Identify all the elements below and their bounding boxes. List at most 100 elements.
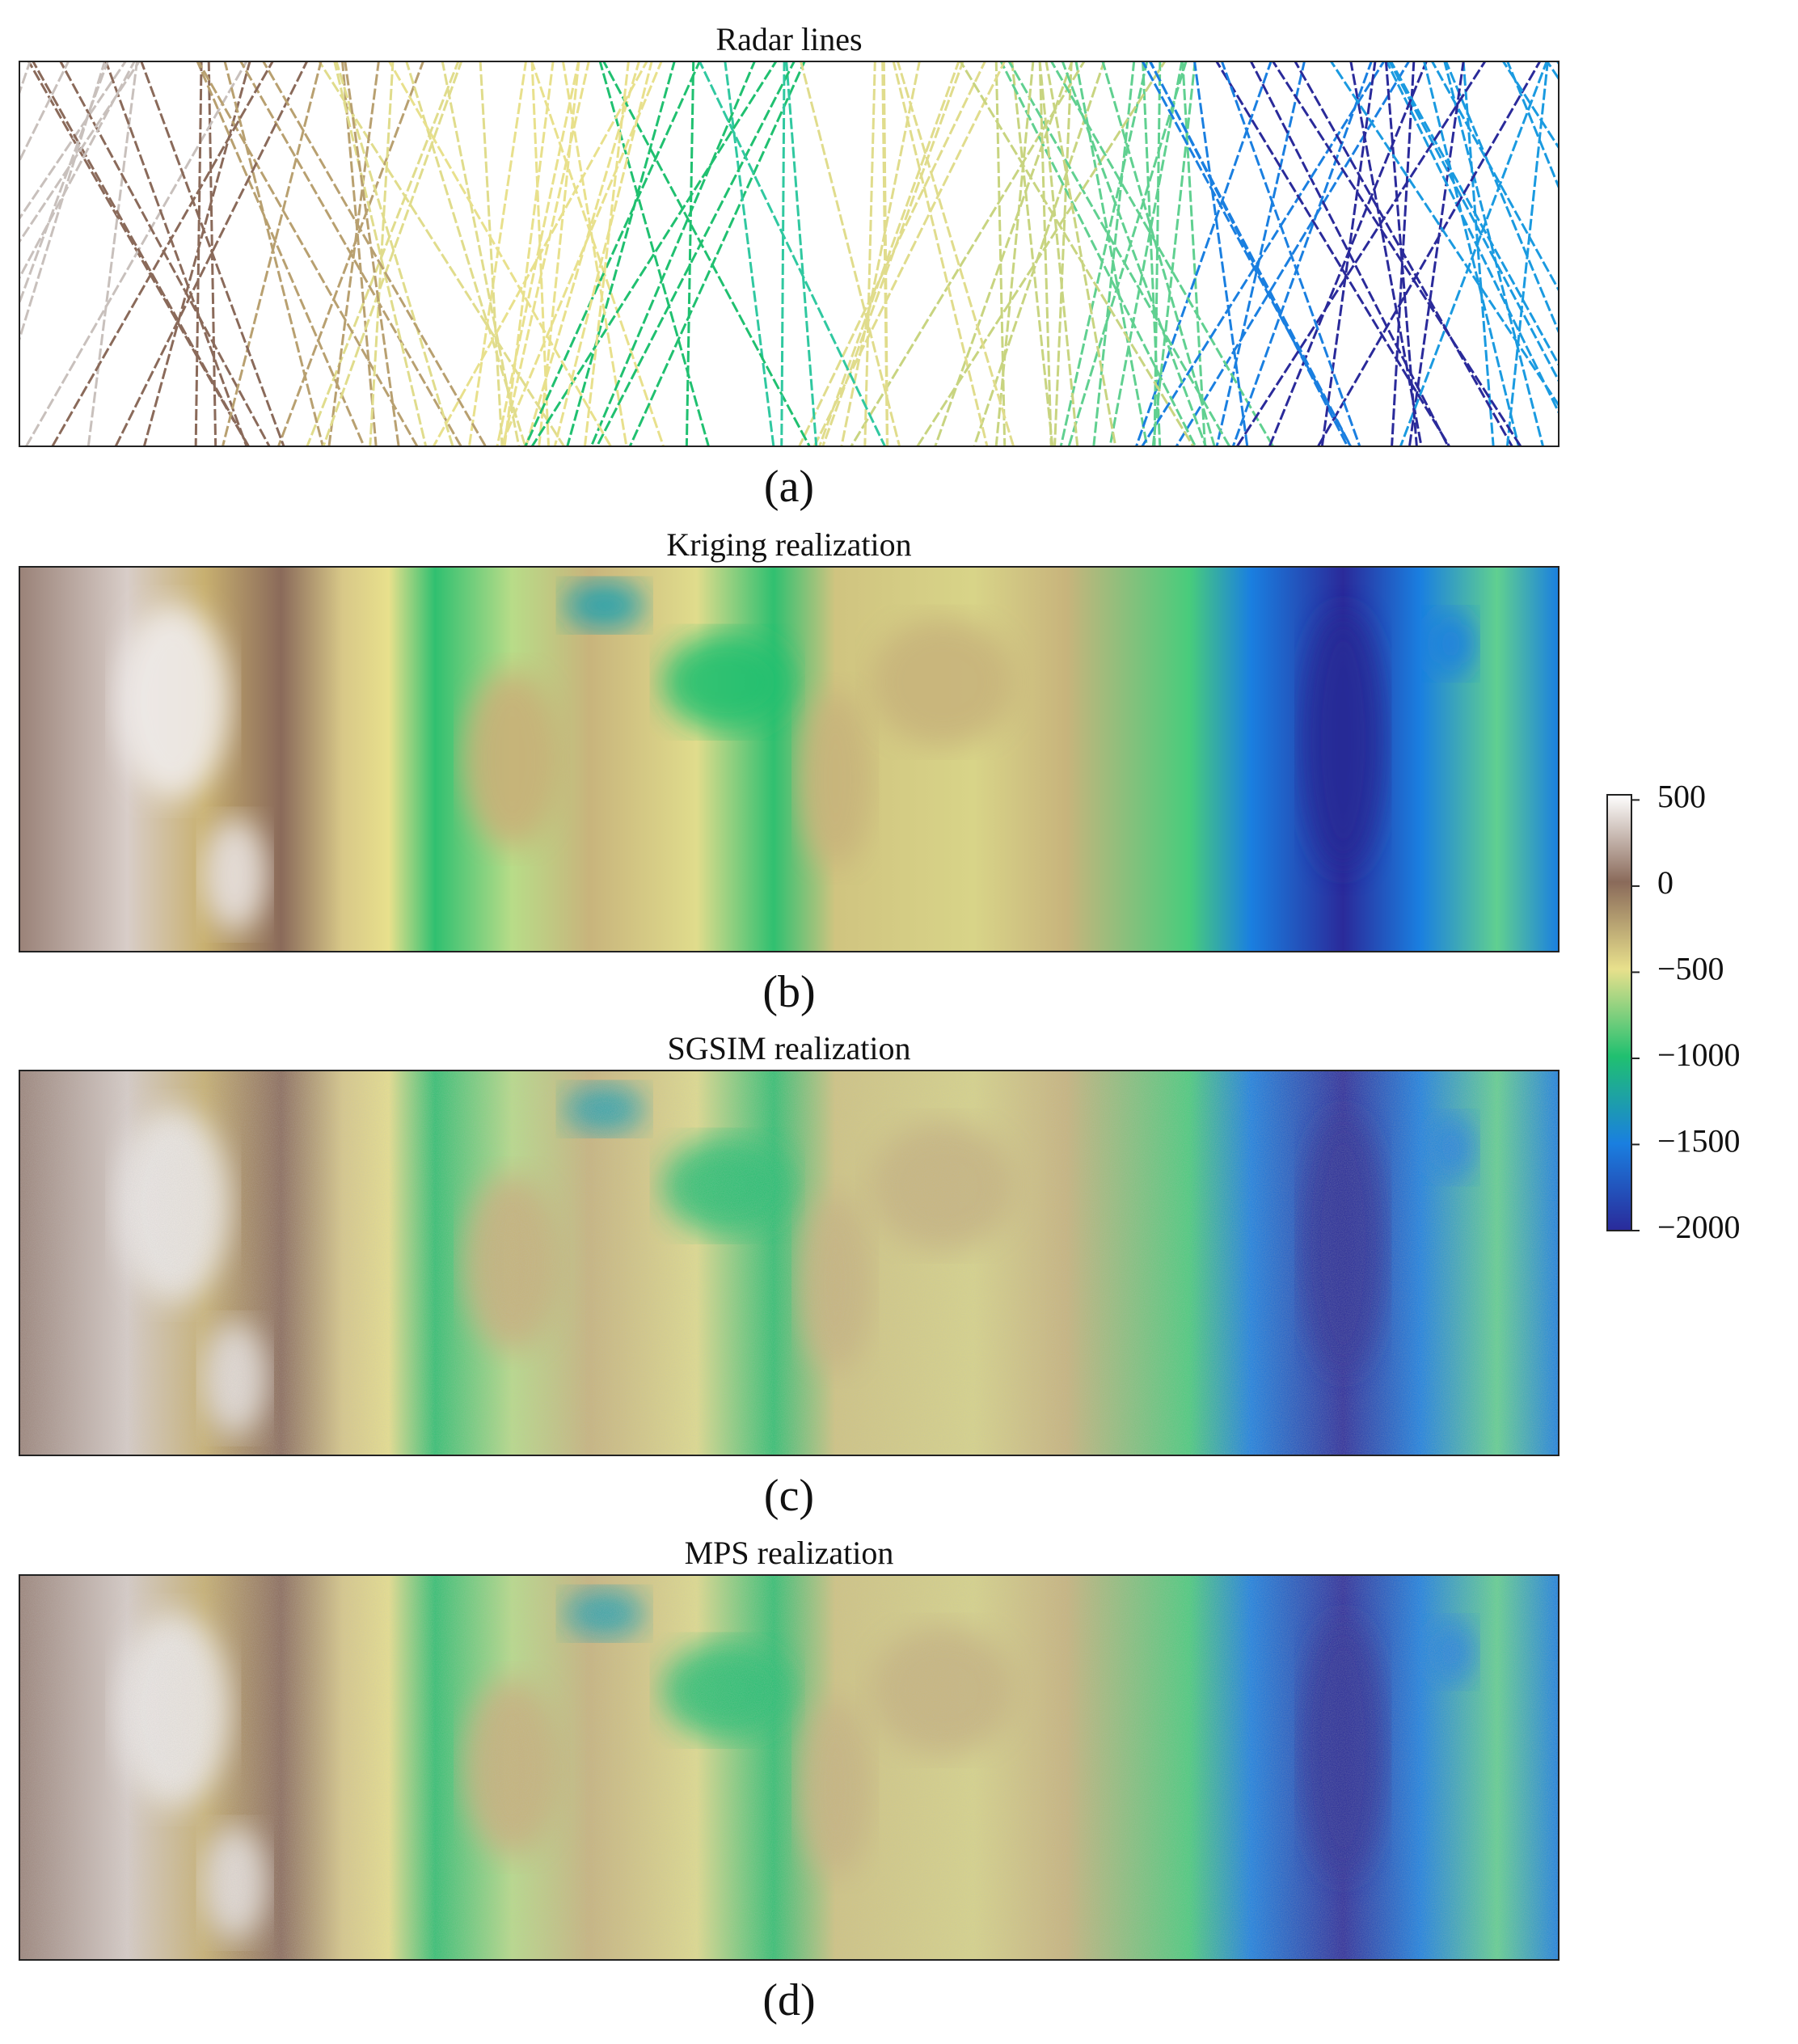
radar-line — [194, 61, 203, 446]
radar-line — [19, 61, 141, 244]
radar-line — [322, 61, 463, 446]
heatmap-blob — [1426, 611, 1475, 677]
radar-line — [800, 61, 901, 446]
radar-line — [1423, 61, 1520, 446]
heatmap-noise — [19, 1575, 1559, 1960]
radar-line — [1462, 61, 1495, 446]
radar-line — [840, 61, 921, 446]
radar-line — [724, 61, 775, 446]
radar-line — [142, 61, 251, 446]
radar-line — [344, 61, 400, 446]
radar-line — [915, 61, 1167, 446]
radar-line — [1349, 61, 1423, 446]
panel-caption: (c) — [764, 1471, 814, 1521]
radar-line — [19, 61, 136, 281]
heatmap — [19, 1575, 1559, 1960]
radar-line — [1388, 61, 1559, 384]
radar-line — [818, 61, 960, 446]
panel-frame — [19, 61, 1560, 447]
radar-line — [1141, 61, 1386, 446]
radar-line — [1220, 61, 1361, 446]
radar-line — [1181, 61, 1206, 446]
colorbar-tick-label: −2000 — [1657, 1209, 1741, 1245]
radar-line — [341, 61, 378, 446]
radar-line — [1153, 61, 1162, 446]
radar-line — [1142, 61, 1162, 446]
radar-line — [1045, 61, 1117, 446]
radar-line — [530, 61, 665, 446]
radar-line — [524, 61, 702, 446]
colorbar-tick-label: −1000 — [1657, 1037, 1741, 1073]
panel-caption: (a) — [764, 462, 814, 512]
radar-line — [999, 61, 1197, 446]
radar-line — [685, 61, 695, 446]
radar-line — [59, 61, 271, 446]
radar-line — [959, 61, 1195, 446]
panel-title: Radar lines — [715, 21, 862, 57]
radar-line — [595, 61, 796, 446]
radar-line — [104, 61, 248, 446]
radar-line — [785, 61, 818, 446]
radar-line — [19, 61, 109, 306]
radar-line — [1193, 61, 1249, 446]
heatmap-blob — [116, 604, 230, 799]
radar-line — [114, 61, 309, 446]
radar-line — [1501, 61, 1559, 150]
radar-line — [1506, 61, 1559, 191]
radar-line — [1545, 61, 1559, 81]
radar-line — [87, 61, 138, 446]
radar-line — [1316, 61, 1542, 446]
heatmap-blob — [1302, 610, 1384, 870]
radar-line — [51, 61, 274, 446]
radar-line — [538, 61, 580, 446]
radar-line — [196, 61, 419, 446]
heatmap — [19, 1071, 1559, 1455]
radar-line — [1151, 61, 1197, 446]
heatmap-field — [19, 567, 1559, 952]
radar-line — [1134, 61, 1273, 446]
radar-line — [863, 61, 876, 446]
heatmap-blob — [870, 617, 1016, 747]
radar-line — [1443, 61, 1545, 446]
radar-line — [387, 61, 613, 446]
radar-line — [628, 61, 806, 446]
radar-line — [892, 61, 989, 446]
radar-line — [1294, 61, 1514, 446]
radar-line — [1215, 61, 1451, 446]
radar-line — [1408, 61, 1465, 446]
colorbar-tick-label: 500 — [1657, 779, 1706, 815]
panel-caption: (d) — [762, 1975, 815, 2025]
heatmap-blob — [799, 689, 872, 868]
radar-line — [501, 61, 590, 446]
radar-line — [589, 61, 757, 446]
colorbar-tick-label: −500 — [1657, 951, 1724, 987]
radar-line — [1148, 61, 1353, 446]
radar-line — [1038, 61, 1053, 446]
radar-line — [530, 61, 778, 446]
radar-line — [1061, 61, 1208, 446]
radar-line — [441, 61, 521, 446]
heatmap-blob — [463, 670, 561, 848]
radar-line — [1329, 61, 1559, 408]
heatmap-bg — [19, 61, 1559, 446]
radar-line — [973, 61, 1106, 446]
panel-frame — [19, 1574, 1560, 1961]
radar-line — [1268, 61, 1428, 446]
colorbar-tick-label: 0 — [1657, 864, 1673, 901]
radar-line — [1430, 61, 1559, 293]
radar-line — [479, 61, 504, 446]
radar-line — [1555, 61, 1559, 66]
radar-line — [1444, 61, 1559, 336]
colorbar-tick-label: −1500 — [1657, 1123, 1741, 1159]
radar-line — [1141, 61, 1353, 446]
heatmap — [19, 61, 1559, 446]
heatmap-noise — [19, 1071, 1559, 1455]
radar-line — [1011, 61, 1054, 446]
radar-line — [1231, 61, 1373, 446]
radar-line — [994, 61, 1007, 446]
radar-line — [223, 61, 324, 446]
radar-line — [561, 61, 628, 446]
radar-line — [32, 61, 251, 446]
radar-line — [306, 61, 460, 446]
radar-line — [262, 61, 487, 446]
